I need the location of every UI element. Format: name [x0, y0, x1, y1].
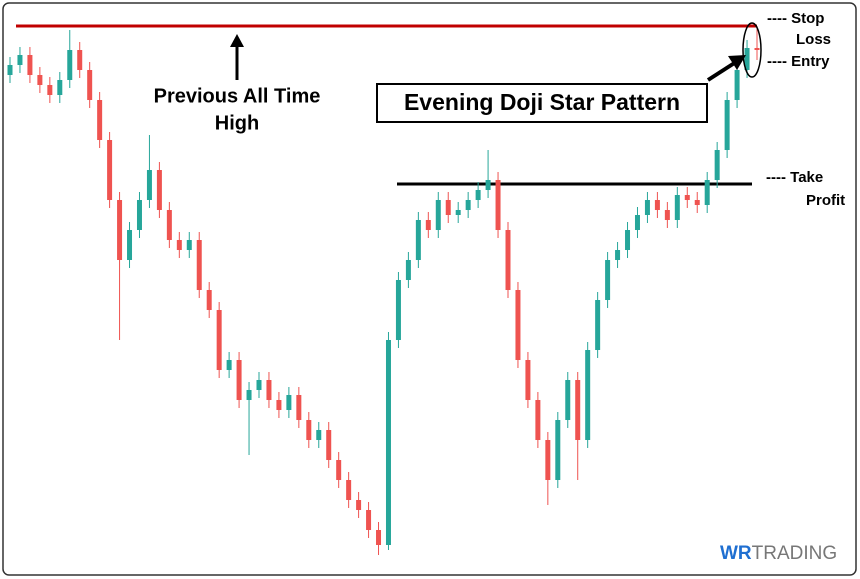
candle-body — [136, 200, 142, 230]
candle-body — [97, 100, 103, 140]
candle-body — [694, 200, 700, 205]
candle-body — [87, 70, 93, 100]
arrow-head — [230, 34, 244, 47]
candle-body — [455, 210, 461, 215]
candle-body — [505, 230, 511, 290]
annotation: Evening Doji Star Pattern — [404, 89, 680, 115]
highlight-ellipse — [742, 22, 762, 78]
candle-body — [346, 480, 352, 500]
candle-body — [266, 380, 272, 400]
level-label: Loss — [796, 31, 831, 48]
candle-body — [495, 180, 501, 230]
candle-body — [236, 360, 242, 400]
candle-body — [47, 85, 53, 95]
candle-body — [276, 400, 282, 410]
candle-body — [326, 430, 332, 460]
candle-body — [595, 300, 601, 350]
candle-body — [316, 430, 322, 440]
level-label: ---- Stop — [767, 10, 824, 27]
candle-body — [664, 210, 670, 220]
candle-body — [216, 310, 222, 370]
annotation: High — [215, 112, 259, 134]
candle-body — [525, 360, 531, 400]
candle-body — [535, 400, 541, 440]
candle-body — [306, 420, 312, 440]
candle-body — [186, 240, 192, 250]
candle-body — [714, 150, 720, 180]
candle-body — [625, 230, 631, 250]
candle-body — [176, 240, 182, 250]
plot — [7, 24, 760, 555]
candle-body — [654, 200, 660, 210]
candle-body — [575, 380, 581, 440]
candle-body — [485, 180, 491, 190]
candle-body — [734, 70, 740, 100]
candle-body — [385, 340, 391, 545]
arrow — [706, 60, 738, 82]
candle-body — [644, 200, 650, 215]
candle-body — [605, 260, 611, 300]
level-label: ---- Take — [766, 169, 823, 186]
candle-body — [246, 390, 252, 400]
candle-body — [117, 200, 123, 260]
candle-body — [57, 80, 63, 95]
candle-body — [77, 50, 83, 70]
candle-body — [7, 65, 13, 75]
candle-body — [256, 380, 262, 390]
candle-body — [704, 180, 710, 205]
annotation-box — [376, 83, 708, 123]
candle-body — [475, 190, 481, 200]
arrow-head — [728, 55, 746, 70]
candle-body — [754, 48, 760, 50]
candle-body — [465, 200, 471, 210]
annotation: Previous All Time — [154, 85, 321, 107]
logo-text: TRADING — [752, 543, 838, 564]
level-label: Profit — [806, 192, 845, 209]
candle-body — [674, 195, 680, 220]
candle-body — [206, 290, 212, 310]
candle-body — [17, 55, 23, 65]
candle-body — [615, 250, 621, 260]
candle-body — [585, 350, 591, 440]
candle-body — [545, 440, 551, 480]
level-label: ---- Entry — [767, 53, 830, 70]
logo: WRTRADING — [720, 543, 837, 564]
candle-body — [286, 395, 292, 410]
candle-body — [107, 140, 113, 200]
candle-body — [226, 360, 232, 370]
candle-body — [296, 395, 302, 420]
candle-body — [634, 215, 640, 230]
candle-body — [425, 220, 431, 230]
candle-body — [515, 290, 521, 360]
candle-body — [166, 210, 172, 240]
candle-body — [67, 50, 73, 80]
candle-body — [146, 170, 152, 200]
logo-mark: WR — [720, 543, 752, 564]
candle-body — [405, 260, 411, 280]
candle-body — [27, 55, 33, 75]
candle-body — [415, 220, 421, 260]
candle-body — [744, 48, 750, 70]
candle-body — [366, 510, 372, 530]
candle-body — [395, 280, 401, 340]
candle-body — [684, 195, 690, 200]
candle-body — [196, 240, 202, 290]
candle-body — [555, 420, 561, 480]
candle-body — [336, 460, 342, 480]
candle-body — [435, 200, 441, 230]
candle-body — [376, 530, 382, 545]
candle-body — [127, 230, 133, 260]
candle-body — [37, 75, 43, 85]
candle-body — [156, 170, 162, 210]
candle-body — [445, 200, 451, 215]
candle-body — [724, 100, 730, 150]
candle-body — [565, 380, 571, 420]
candle-body — [356, 500, 362, 510]
